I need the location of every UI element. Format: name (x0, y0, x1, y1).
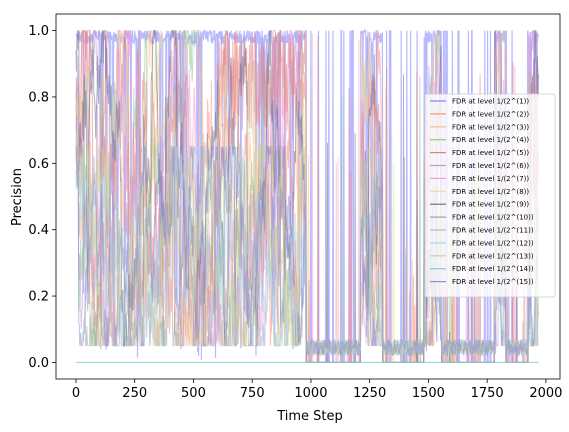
x-tick-label: 1750 (471, 386, 504, 401)
y-tick-label: 0.8 (28, 90, 49, 105)
legend-box (424, 93, 556, 298)
x-axis-title: Time Step (276, 409, 343, 424)
legend-label: FDR at level 1/(2^(5)) (452, 149, 529, 157)
series-line-15 (75, 146, 539, 357)
y-axis-title: Precision (10, 168, 25, 226)
legend-label: FDR at level 1/(2^(4)) (452, 136, 529, 144)
plot-frame (55, 13, 561, 380)
legend-label: FDR at level 1/(2^(10)) (452, 214, 534, 222)
x-tick-label: 750 (240, 386, 265, 401)
x-tick-label: 250 (122, 386, 147, 401)
legend-label: FDR at level 1/(2^(6)) (452, 162, 529, 170)
x-tick-label: 1250 (353, 386, 386, 401)
x-axis: 0 250 500 750 1000 1250 1500 1750 2000 (72, 379, 562, 401)
x-tick-label: 500 (181, 386, 206, 401)
y-tick-label: 0.0 (28, 356, 49, 371)
legend-label: FDR at level 1/(2^(2)) (452, 110, 529, 118)
x-tick-label: 1500 (412, 386, 445, 401)
legend: FDR at level 1/(2^(1)) FDR at level 1/(2^… (424, 93, 556, 298)
legend-label: FDR at level 1/(2^(9)) (452, 201, 529, 209)
legend-label: FDR at level 1/(2^(15)) (452, 278, 534, 286)
x-tick-label: 1000 (294, 386, 327, 401)
legend-label: FDR at level 1/(2^(12)) (452, 239, 534, 247)
y-tick-label: 0.2 (28, 290, 49, 305)
y-axis: 0.0 0.2 0.4 0.6 0.8 1.0 (28, 24, 56, 371)
x-tick-label: 2000 (529, 386, 562, 401)
y-tick-label: 0.6 (28, 157, 49, 172)
legend-label: FDR at level 1/(2^(14)) (452, 265, 534, 273)
legend-label: FDR at level 1/(2^(3)) (452, 123, 529, 131)
legend-label: FDR at level 1/(2^(13)) (452, 252, 534, 260)
series-layer (75, 28, 539, 363)
legend-label: FDR at level 1/(2^(1)) (452, 98, 529, 106)
y-tick-label: 0.4 (28, 223, 49, 238)
legend-label: FDR at level 1/(2^(7)) (452, 175, 529, 183)
y-tick-label: 1.0 (28, 24, 49, 39)
legend-label: FDR at level 1/(2^(11)) (452, 227, 534, 235)
legend-label: FDR at level 1/(2^(8)) (452, 188, 529, 196)
x-tick-label: 0 (72, 386, 80, 401)
